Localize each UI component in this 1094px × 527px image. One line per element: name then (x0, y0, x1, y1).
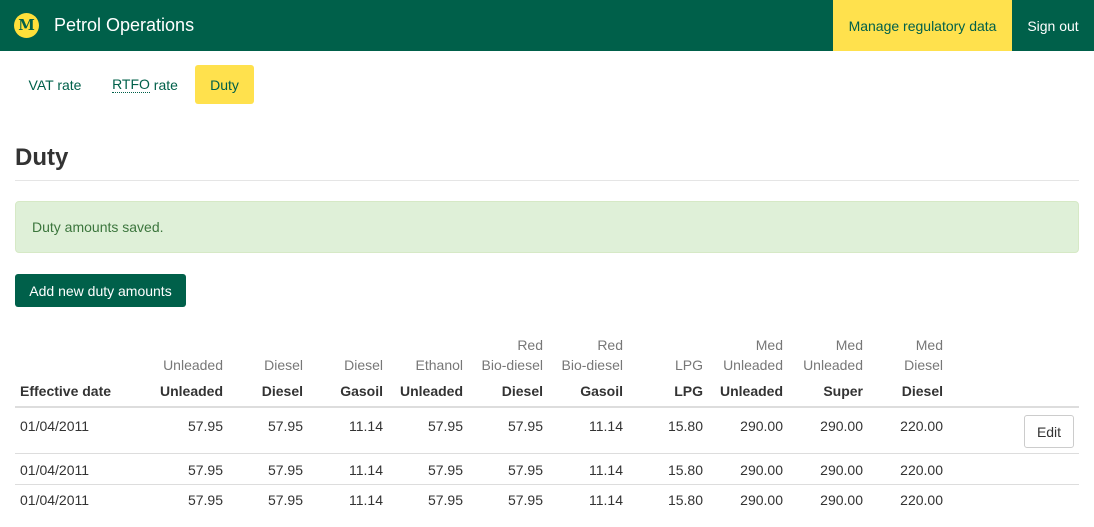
group-header-line: Diesel (344, 357, 383, 373)
duty-value-cell: 57.95 (468, 483, 548, 515)
duty-value-cell: 57.95 (125, 452, 228, 484)
duty-value-cell: 290.00 (788, 483, 868, 515)
tab-vat-rate[interactable]: VAT rate (28, 76, 82, 93)
fuel-header: Diesel (468, 375, 548, 408)
tab-duty[interactable]: Duty (195, 65, 254, 104)
table-row: 01/04/2011 57.95 57.95 11.14 57.95 57.95 11.14… (15, 406, 1079, 453)
duty-value-cell: 57.95 (228, 483, 308, 515)
table-group-header-row: Unleaded Diesel Diesel Ethanol Red Bio-diesel… (15, 331, 1079, 375)
duty-value-cell: 57.95 (125, 406, 228, 453)
manage-regulatory-data-link[interactable]: Manage regulatory data (833, 0, 1012, 51)
fuel-header: LPG (628, 375, 708, 408)
group-header-line: LPG (674, 357, 703, 373)
duty-value-cell: 15.80 (628, 406, 708, 453)
group-header: LPG (628, 331, 708, 375)
duty-value-cell: 57.95 (468, 406, 548, 453)
fuel-header: Gasoil (548, 375, 628, 408)
group-header: Diesel (228, 331, 308, 375)
duty-value-cell: 57.95 (388, 452, 468, 484)
fuel-header: Gasoil (308, 375, 388, 408)
duty-value-cell: 57.95 (228, 406, 308, 453)
duty-value-cell: 11.14 (308, 452, 388, 484)
group-header-empty (948, 331, 1079, 375)
group-header-line: Red (597, 337, 623, 353)
group-header-line: Unleaded (803, 357, 863, 373)
table-fuel-header-row: Effective date Unleaded Diesel Gasoil Unlea… (15, 375, 1079, 408)
app-title[interactable]: Petrol Operations (54, 15, 195, 35)
duty-value-cell: 290.00 (708, 406, 788, 453)
page-title: Duty (15, 144, 69, 171)
group-header-line: Ethanol (415, 357, 463, 373)
group-header-line: Med (755, 337, 783, 353)
logo-letter: M (18, 16, 35, 34)
group-header: Red Bio-diesel (548, 331, 628, 375)
effective-date-cell: 01/04/2011 (15, 406, 125, 453)
duty-value-cell: 220.00 (868, 406, 948, 453)
fuel-header: Diesel (868, 375, 948, 408)
duty-value-cell: 290.00 (788, 452, 868, 484)
top-navbar: M Petrol Operations Manage regulatory da… (0, 0, 1094, 51)
effective-date-cell: 01/04/2011 (15, 483, 125, 515)
actions-cell: Edit (948, 406, 1079, 453)
duty-value-cell: 15.80 (628, 452, 708, 484)
group-header: Ethanol (388, 331, 468, 375)
duty-value-cell: 11.14 (548, 483, 628, 515)
actions-header (948, 375, 1079, 408)
group-header-line: Med (915, 337, 943, 353)
fuel-header: Diesel (228, 375, 308, 408)
group-header: Med Unleaded (788, 331, 868, 375)
table-row: 01/04/2011 57.95 57.95 11.14 57.95 57.95 11.14… (15, 452, 1079, 484)
effective-date-header: Effective date (15, 375, 125, 408)
morrisons-logo: M (14, 13, 39, 38)
sign-out-link[interactable]: Sign out (1027, 17, 1079, 34)
duty-value-cell: 11.14 (548, 406, 628, 453)
duty-value-cell: 220.00 (868, 452, 948, 484)
duty-value-cell: 11.14 (308, 483, 388, 515)
fuel-header: Unleaded (125, 375, 228, 408)
group-header-line: Med (835, 337, 863, 353)
duty-value-cell: 57.95 (388, 483, 468, 515)
duty-value-cell: 57.95 (468, 452, 548, 484)
duty-value-cell: 11.14 (548, 452, 628, 484)
duty-value-cell: 15.80 (628, 483, 708, 515)
effective-date-cell: 01/04/2011 (15, 452, 125, 484)
fuel-header: Unleaded (388, 375, 468, 408)
group-header-line: Unleaded (723, 357, 783, 373)
success-alert: Duty amounts saved. (15, 201, 1079, 253)
actions-cell (948, 483, 1079, 515)
duty-value-cell: 290.00 (788, 406, 868, 453)
actions-cell (948, 452, 1079, 484)
rtfo-suffix: rate (149, 76, 178, 93)
brand[interactable]: M Petrol Operations (14, 13, 194, 38)
fuel-header: Super (788, 375, 868, 408)
table-row: 01/04/2011 57.95 57.95 11.14 57.95 57.95 11.14… (15, 483, 1079, 515)
add-duty-amounts-button[interactable]: Add new duty amounts (15, 274, 186, 307)
fuel-header: Unleaded (708, 375, 788, 408)
rtfo-abbr: RTFO (112, 76, 150, 93)
group-header: Med Unleaded (708, 331, 788, 375)
group-header: Med Diesel (868, 331, 948, 375)
group-header-line: Diesel (904, 357, 943, 373)
group-header: Red Bio-diesel (468, 331, 548, 375)
group-header: Diesel (308, 331, 388, 375)
duty-value-cell: 220.00 (868, 483, 948, 515)
group-header-line: Red (517, 337, 543, 353)
duty-value-cell: 57.95 (388, 406, 468, 453)
group-header: Unleaded (125, 331, 228, 375)
duty-value-cell: 290.00 (708, 483, 788, 515)
duty-value-cell: 290.00 (708, 452, 788, 484)
group-header-line: Bio-diesel (561, 357, 623, 373)
duty-table: Unleaded Diesel Diesel Ethanol Red Bio-diesel… (15, 331, 1079, 515)
group-header-line: Unleaded (163, 357, 223, 373)
group-header-line: Diesel (264, 357, 303, 373)
duty-value-cell: 57.95 (228, 452, 308, 484)
group-header-line: Bio-diesel (481, 357, 543, 373)
duty-value-cell: 57.95 (125, 483, 228, 515)
duty-value-cell: 11.14 (308, 406, 388, 453)
tab-rtfo-rate[interactable]: RTFO rate (100, 65, 190, 104)
title-divider (15, 180, 1079, 181)
edit-button[interactable]: Edit (1024, 415, 1074, 448)
group-header-empty (15, 331, 125, 375)
